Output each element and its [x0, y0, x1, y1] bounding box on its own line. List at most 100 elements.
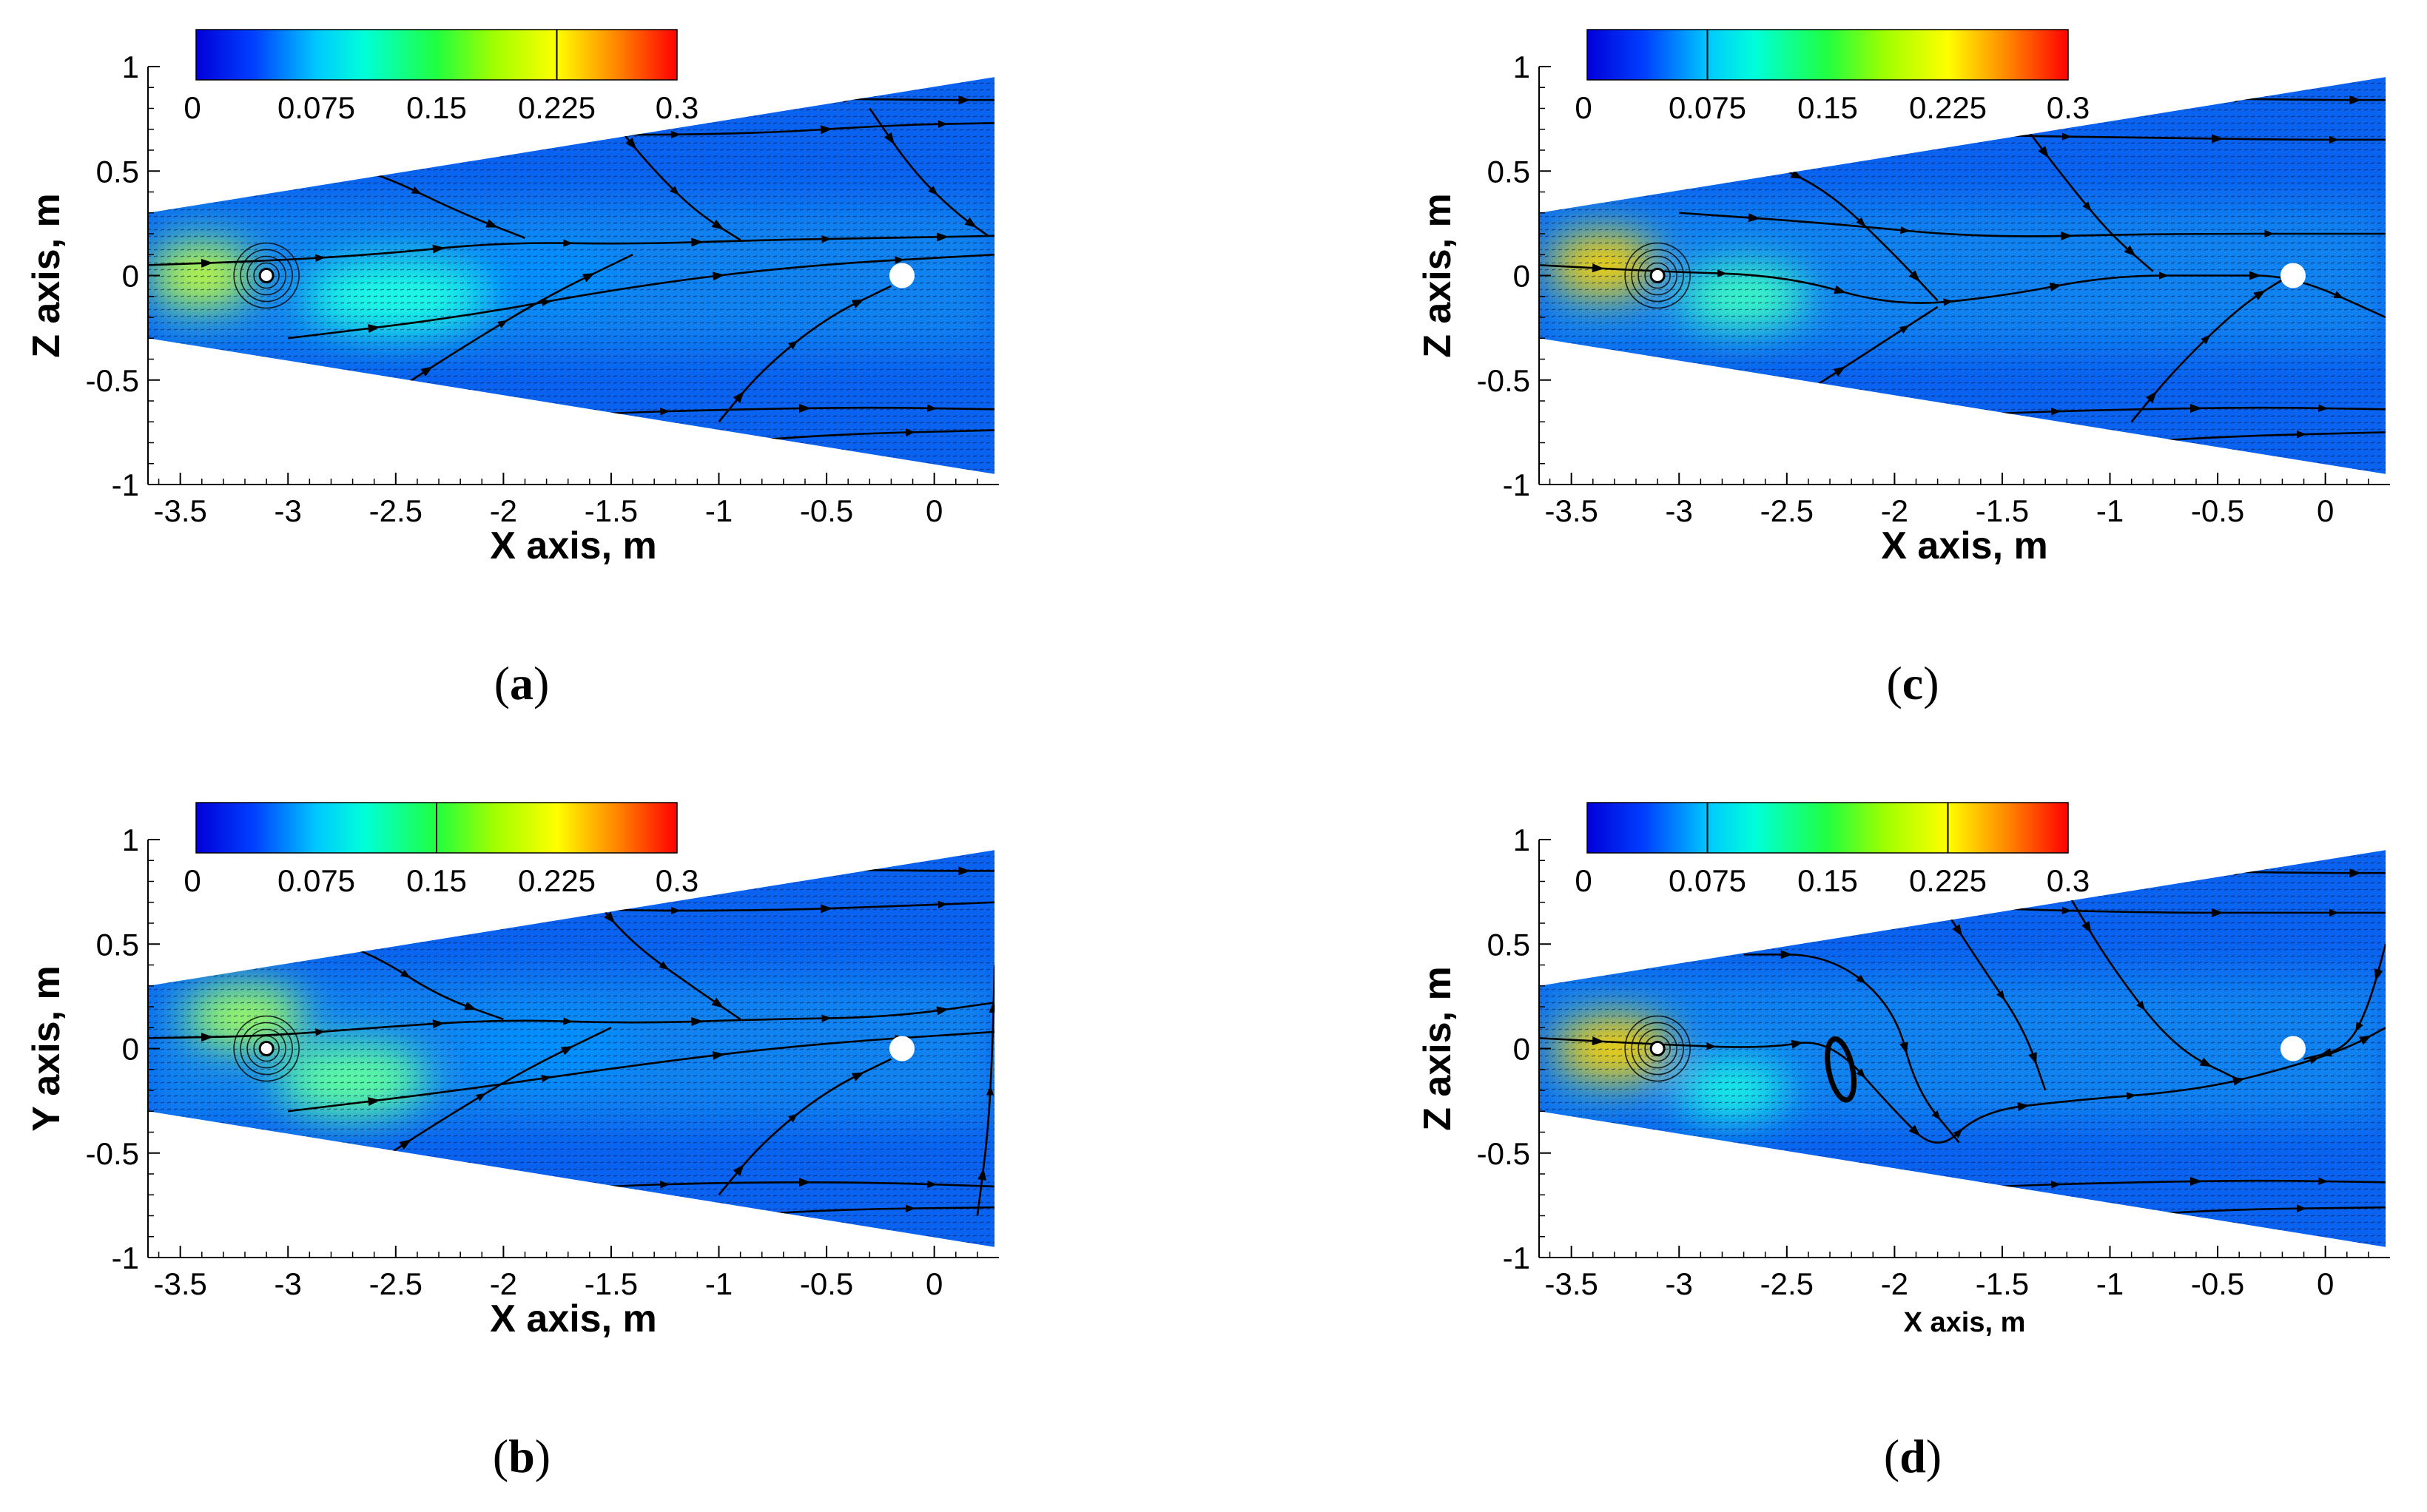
streamline-arrow	[2349, 868, 2362, 878]
streamline-arrow	[1952, 924, 1963, 937]
colorbar-tick-label: 0.3	[2047, 863, 2090, 898]
x-tick-label: -0.5	[800, 1266, 853, 1301]
colorbar-tick-label: 0	[184, 863, 201, 898]
streamline-arrow	[560, 1046, 573, 1056]
vector-field	[148, 850, 995, 1247]
streamline-arrow	[2189, 404, 2202, 414]
colorbar	[195, 29, 678, 81]
colorbar-tick-label: 0.225	[518, 863, 596, 898]
streamline-arrow	[1833, 366, 1846, 377]
streamline	[976, 965, 995, 1216]
streamline-arrow	[1899, 125, 1911, 135]
x-tick-label: -1	[2096, 1266, 2124, 1301]
colorbar-tick-label: 0.075	[1669, 90, 1746, 125]
y-tick-label: 0	[1513, 1032, 1530, 1067]
colorbar-tick-label: 0.075	[277, 863, 355, 898]
streamline-arrow	[712, 271, 725, 281]
y-tick-label: -0.5	[86, 1136, 139, 1171]
x-tick-label: 0	[2317, 1266, 2334, 1301]
source-swirl	[246, 255, 286, 296]
y-tick-label: -0.5	[1477, 1136, 1530, 1171]
streamline-arrow	[711, 997, 724, 1008]
panel-label: (b)	[493, 1430, 551, 1482]
streamline-arrow	[2135, 1210, 2149, 1220]
streamline-arrow	[2146, 391, 2157, 403]
streamline-arrow	[2189, 1177, 2202, 1187]
streamline-arrow	[2028, 1052, 2037, 1065]
x-tick-label: -3	[275, 1266, 302, 1301]
streamline-arrow	[485, 219, 499, 228]
y-axis-title: Y axis, m	[25, 965, 68, 1132]
streamline-arrow	[1908, 1124, 1921, 1137]
y-tick-label: 1	[122, 823, 139, 857]
y-tick-label: 1	[1513, 50, 1530, 84]
colorbar-tick-label: 0.3	[656, 90, 699, 125]
streamline-arrow	[691, 237, 704, 247]
streamline-arrow	[625, 137, 637, 150]
colorbar-tick-label: 0.15	[406, 863, 467, 898]
streamline-arrow	[1899, 898, 1911, 908]
streamline	[869, 107, 989, 237]
y-tick-label: 0.5	[96, 154, 139, 189]
velocity-field	[148, 77, 995, 474]
y-tick-label: -1	[112, 468, 139, 502]
panel-label: (a)	[494, 657, 550, 709]
streamline	[1743, 951, 1960, 1144]
streamline-arrow	[508, 125, 520, 135]
streamline	[2066, 891, 2240, 1081]
x-tick-label: -3.5	[1544, 493, 1598, 528]
x-tick-label: -0.5	[800, 493, 853, 528]
source-swirl	[233, 242, 300, 309]
streamline	[2130, 279, 2283, 423]
streamline-arrow	[1899, 1189, 1911, 1198]
x-tick-label: -3	[1666, 1266, 1693, 1301]
colorbar-tick-label: 0.075	[1669, 863, 1746, 898]
colorbar-tick-label: 0.15	[1797, 90, 1858, 125]
x-tick-label: -2	[1881, 1266, 1908, 1301]
streamline-arrow	[2038, 146, 2050, 158]
y-tick-label: -1	[112, 1241, 139, 1275]
y-axis-title: Z axis, m	[1416, 193, 1459, 358]
streamline-arrow	[711, 219, 724, 230]
y-tick-label: 1	[1513, 823, 1530, 857]
x-axis-title: X axis, m	[490, 524, 656, 567]
streamline	[2023, 124, 2154, 272]
velocity-field	[148, 850, 995, 1247]
x-tick-label: -1.5	[1976, 493, 2029, 528]
streamline-arrow	[399, 1139, 412, 1150]
streamline-arrow	[334, 938, 348, 947]
streamline-arrow	[201, 1033, 214, 1042]
x-tick-label: 0	[2317, 493, 2334, 528]
source-point	[258, 268, 275, 283]
x-tick-label: -2	[490, 1266, 517, 1301]
colorbar-tick-label: 0.3	[2047, 90, 2090, 125]
x-axis-title: X axis, m	[1881, 524, 2047, 567]
vector-field	[148, 77, 995, 474]
streamline-arrow	[432, 1019, 445, 1029]
streamline-arrow	[582, 273, 596, 283]
y-tick-label: 0.5	[1487, 927, 1530, 962]
source-swirl	[233, 1015, 300, 1082]
source-swirl	[253, 262, 280, 289]
colorbar-tick-label: 0	[1575, 90, 1592, 125]
source-point	[258, 1041, 275, 1056]
source-point	[1649, 268, 1666, 283]
colorbar-tick-label: 0.15	[1797, 863, 1858, 898]
streamline-arrow	[1908, 270, 1920, 283]
streamline-arrow	[368, 1097, 380, 1107]
y-tick-label: -1	[1503, 1241, 1530, 1275]
streamline-arrow	[2124, 245, 2136, 257]
colorbar	[1586, 802, 2069, 854]
source-swirl	[240, 1022, 293, 1076]
colorbar	[1586, 29, 2069, 81]
streamline-arrow	[335, 160, 348, 169]
panel-a: -1 -0.5 0 0.5 1 -3.5 -3 -2.5 -2 -1.5 -1 -0.5 0 X axis…	[25, 29, 999, 709]
streamline-arrow	[733, 391, 744, 403]
x-tick-label: -2.5	[1760, 1266, 1814, 1301]
streamline-arrow	[508, 416, 520, 425]
x-tick-label: -3.5	[153, 1266, 206, 1301]
streamline	[148, 233, 995, 267]
vortex-ring	[1825, 1036, 1857, 1103]
x-axis-title: X axis, m	[490, 1297, 656, 1340]
streamline-arrow	[604, 911, 616, 924]
